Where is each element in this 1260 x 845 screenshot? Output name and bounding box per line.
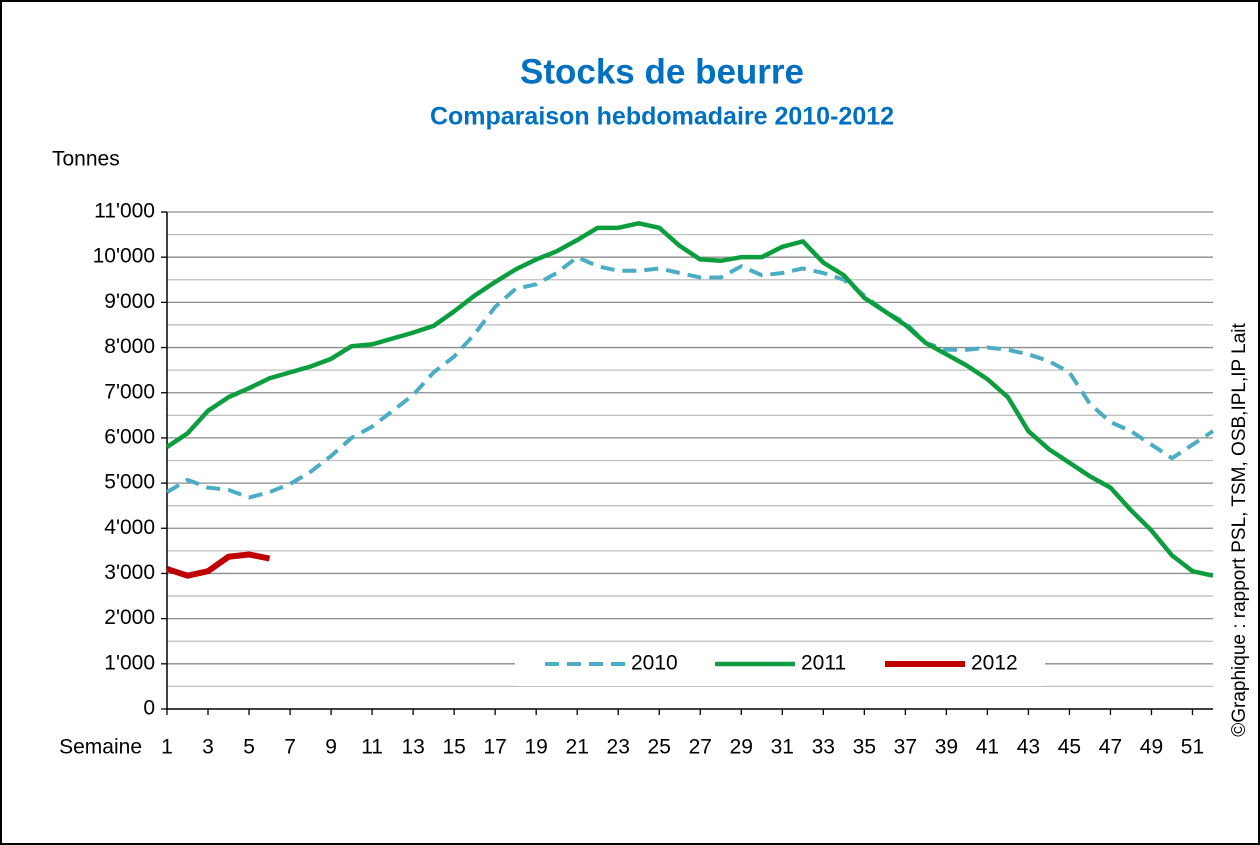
x-tick-label: 19 (524, 736, 547, 759)
y-tick-label: 10'000 (93, 245, 155, 268)
y-tick-label: 3'000 (104, 561, 155, 584)
x-tick-label: 39 (935, 736, 958, 759)
legend-label: 2012 (971, 652, 1018, 675)
x-tick-label: 37 (894, 736, 917, 759)
x-tick-label: 31 (771, 736, 794, 759)
x-tick-label: 17 (483, 736, 506, 759)
x-tick-label: 47 (1099, 736, 1122, 759)
series-line (166, 551, 271, 579)
x-tick-label: 49 (1140, 736, 1163, 759)
y-tick-label: 6'000 (104, 425, 155, 448)
x-tick-label: 45 (1058, 736, 1081, 759)
source-note: ©Graphique : rapport PSL, TSM, OSB,IPL,I… (1229, 323, 1250, 737)
x-tick-label: 41 (976, 736, 999, 759)
y-tick-label: 0 (143, 697, 155, 720)
y-tick-label: 8'000 (104, 335, 155, 358)
x-tick-label: 23 (607, 736, 630, 759)
x-tick-label: 1 (161, 736, 173, 759)
y-tick-label: 9'000 (104, 290, 155, 313)
x-tick-label: 51 (1181, 736, 1204, 759)
x-axis-label: Semaine (59, 736, 142, 759)
legend-label: 2011 (801, 652, 846, 675)
chart-subtitle: Comparaison hebdomadaire 2010-2012 (430, 103, 894, 131)
x-tick-label: 35 (853, 736, 876, 759)
y-tick-label: 11'000 (94, 200, 155, 223)
x-tick-label: 7 (284, 736, 296, 759)
x-tick-label: 29 (730, 736, 753, 759)
x-tick-label: 5 (243, 736, 255, 759)
y-tick-label: 2'000 (104, 606, 155, 629)
x-tick-label: 15 (442, 736, 465, 759)
x-tick-label: 3 (202, 736, 214, 759)
x-tick-label: 43 (1017, 736, 1040, 759)
y-tick-label: 7'000 (104, 380, 155, 403)
legend-label: 2010 (631, 652, 678, 675)
x-tick-label: 33 (812, 736, 835, 759)
y-tick-label: 1'000 (104, 651, 155, 674)
x-tick-label: 13 (401, 736, 424, 759)
x-tick-label: 25 (648, 736, 671, 759)
y-tick-label: 5'000 (104, 471, 155, 494)
x-tick-label: 27 (689, 736, 712, 759)
x-tick-label: 9 (325, 736, 337, 759)
y-tick-label: 4'000 (104, 516, 155, 539)
x-tick-label: 21 (566, 736, 589, 759)
x-tick-label: 11 (361, 736, 383, 759)
y-axis-label: Tonnes (52, 148, 120, 171)
series-line (165, 221, 1214, 578)
series-line (165, 255, 1215, 500)
chart-title: Stocks de beurre (520, 52, 804, 91)
